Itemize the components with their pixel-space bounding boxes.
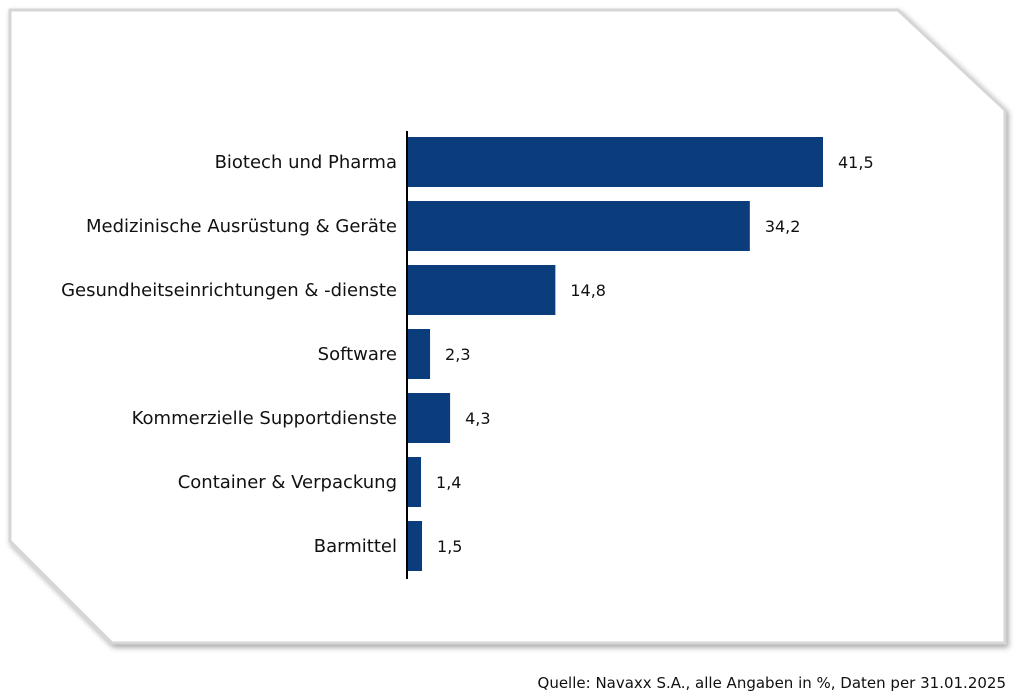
category-label: Biotech und Pharma <box>215 152 397 173</box>
value-label: 4,3 <box>465 409 490 428</box>
value-label: 2,3 <box>445 345 470 364</box>
category-label: Software <box>318 344 397 365</box>
bar-0 <box>407 137 823 187</box>
category-label: Barmittel <box>314 536 397 557</box>
bar-3 <box>407 329 431 379</box>
category-label: Medizinische Ausrüstung & Geräte <box>86 216 397 237</box>
value-label: 34,2 <box>765 217 801 236</box>
bar-6 <box>407 521 423 571</box>
value-label: 1,5 <box>437 537 462 556</box>
bar-2 <box>407 265 556 315</box>
category-label: Kommerzielle Supportdienste <box>132 408 397 429</box>
value-label: 1,4 <box>436 473 461 492</box>
bar-1 <box>407 201 750 251</box>
category-label: Gesundheitseinrichtungen & -dienste <box>61 280 397 301</box>
bar-5 <box>407 457 422 507</box>
value-label: 14,8 <box>570 281 606 300</box>
bar-4 <box>407 393 451 443</box>
source-note: Quelle: Navaxx S.A., alle Angaben in %, … <box>537 674 1006 692</box>
value-label: 41,5 <box>838 153 874 172</box>
category-label: Container & Verpackung <box>178 472 397 493</box>
